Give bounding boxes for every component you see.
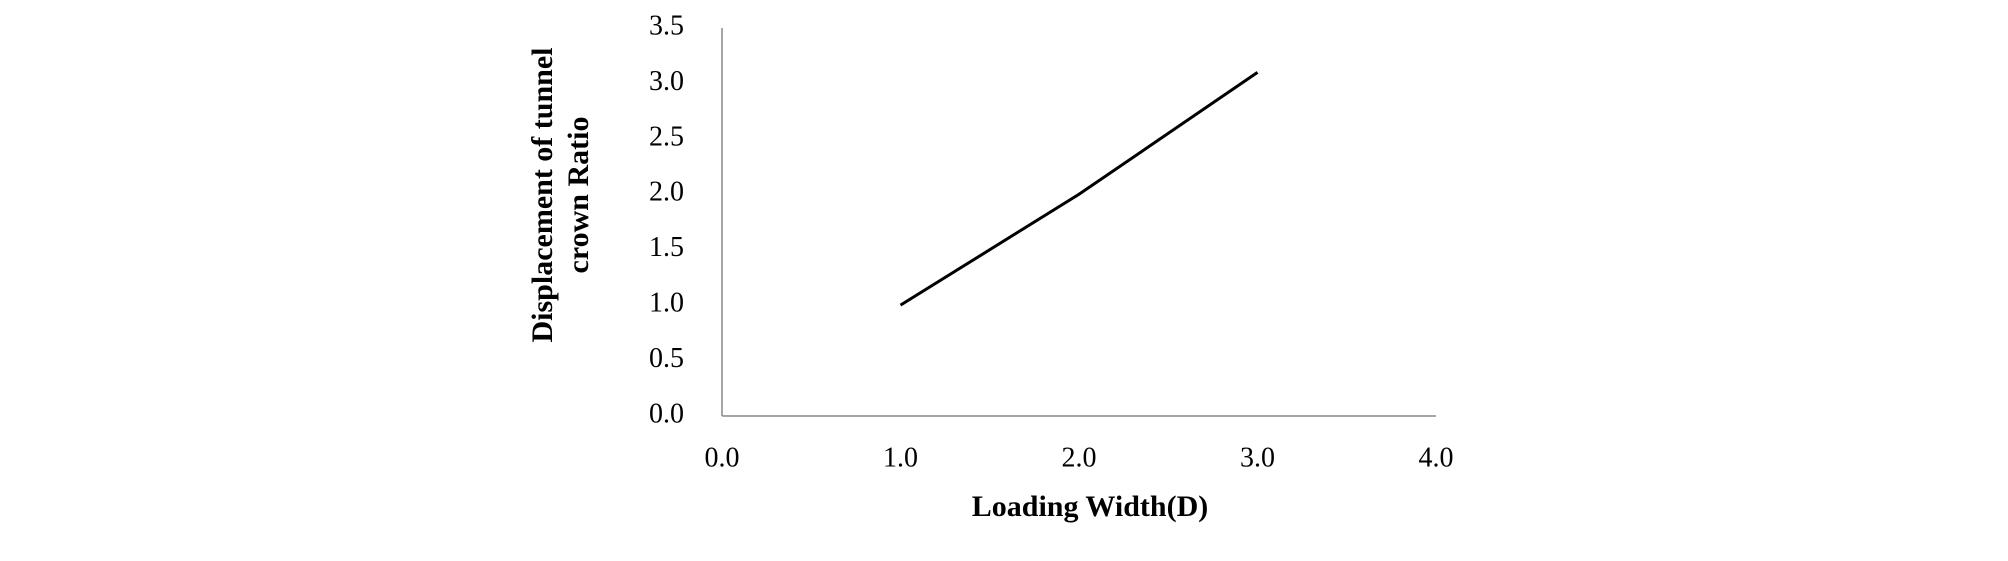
x-tick-label: 3.0 — [1240, 442, 1275, 473]
y-tick-label: 0.5 — [649, 343, 684, 374]
y-tick-label: 3.0 — [649, 66, 684, 97]
y-tick-label: 3.5 — [649, 10, 684, 41]
y-tick-label: 1.5 — [649, 232, 684, 263]
data-line — [899, 71, 1259, 307]
y-tick-label: 2.5 — [649, 121, 684, 152]
y-axis-title-line: Displacement of tunnel — [526, 48, 559, 343]
y-axis-title-line: crown Ratio — [562, 117, 595, 274]
y-tick-label: 2.0 — [649, 177, 684, 208]
x-tick-label: 2.0 — [1062, 442, 1097, 473]
x-tick-label: 4.0 — [1419, 442, 1454, 473]
x-tick-label: 1.0 — [883, 442, 918, 473]
x-axis-title: Loading Width(D) — [972, 490, 1208, 523]
y-axis-title: Displacement of tunnel crown Ratio — [526, 48, 595, 343]
x-tick-label: 0.0 — [705, 442, 740, 473]
y-tick-label: 1.0 — [649, 288, 684, 319]
y-tick-label: 0.0 — [649, 398, 684, 429]
